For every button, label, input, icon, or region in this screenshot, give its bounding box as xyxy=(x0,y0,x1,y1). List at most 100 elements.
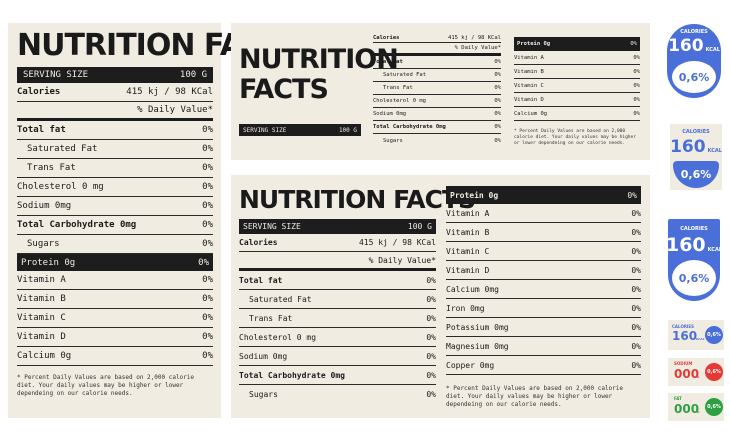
serving-size-value: 100 G xyxy=(179,70,207,80)
nutrient-column: Calories 415 kj / 98 KCal % Daily Value* … xyxy=(373,33,501,147)
calories-value: 415 kj / 98 KCal xyxy=(126,87,213,97)
nutrient-list: Total fat 0% Saturated Fat 0% Trans Fat 0% … xyxy=(17,121,213,254)
nutrition-label-2: NUTRITION FACTS SERVING SIZE 100 G Calor… xyxy=(231,23,650,160)
label-title-line2: FACTS xyxy=(239,74,329,105)
vitamin-column: Protein 0g 0% Vitamin A 0% Vitamin B 0% Vit… xyxy=(514,37,640,147)
mini-value: 160 xyxy=(672,329,698,343)
serving-size-label: SERVING SIZE xyxy=(23,70,89,80)
list-item: Total Carbohydrate 0mg 0% xyxy=(17,216,213,235)
list-item: Calcium 0mg 0% xyxy=(446,280,641,299)
footnote: * Percent Daily Values are based on 2,00… xyxy=(446,385,624,408)
list-item: Saturated Fat 0% xyxy=(373,69,501,82)
badge-unit: KCAL xyxy=(707,148,722,154)
protein-bar: Protein 0g 0% xyxy=(514,37,640,51)
list-item: Cholesterol 0 mg 0% xyxy=(17,178,213,197)
daily-value-row: % Daily Value* xyxy=(17,102,213,121)
daily-value-header: % Daily Value* xyxy=(137,105,213,115)
mini-value: 000 xyxy=(674,367,700,381)
list-item: Vitamin D 0% xyxy=(446,261,641,280)
serving-size-bar: SERVING SIZE 100 G xyxy=(239,124,361,136)
mini-badge-fat: FAT 000 G 0,6% xyxy=(668,393,724,421)
list-item: Total fat 0% xyxy=(239,271,436,290)
badge-label: CALORIES xyxy=(682,129,710,135)
nutrition-label-1: NUTRITION FACTS SERVING SIZE 100 G Calor… xyxy=(8,23,304,418)
protein-bar: Protein 0g 0% xyxy=(446,186,641,204)
list-item: Vitamin A 0% xyxy=(446,204,641,223)
list-item: Iron 0mg 0% xyxy=(446,299,641,318)
daily-value-row: % Daily Value* xyxy=(239,252,436,271)
list-item: Trans Fat 0% xyxy=(373,82,501,95)
footnote: * Percent Daily Values are based on 2,00… xyxy=(514,129,636,146)
serving-size-label: SERVING SIZE xyxy=(243,126,287,134)
badge-value-group: 160 KCAL xyxy=(666,234,722,256)
mini-percent: 0,6% xyxy=(705,326,723,344)
mini-percent: 0,6% xyxy=(705,398,723,416)
badge-unit: KCAL xyxy=(707,247,723,253)
list-item: Total fat 0% xyxy=(17,121,213,140)
mini-badge-sodium: SODIUM 000 G 0,6% xyxy=(668,358,724,386)
list-item: Cholesterol 0 mg 0% xyxy=(373,95,501,108)
label-title: NUTRITION FACTS xyxy=(239,44,399,105)
label-title: NUTRITION FACTS xyxy=(239,185,476,214)
calorie-badge-tab: CALORIES 160 KCAL 0,6% xyxy=(666,219,722,301)
right-column: Protein 0g 0% Vitamin A 0% Vitamin B 0% Vit… xyxy=(446,186,641,409)
badge-percent-shape: 0,6% xyxy=(673,161,719,188)
list-item: Vitamin B 0% xyxy=(17,290,213,309)
list-item: Sugars 0% xyxy=(17,235,213,254)
badge-value: 160 xyxy=(670,137,706,157)
serving-size-bar: SERVING SIZE 100 G xyxy=(17,67,213,83)
label-title: NUTRITION FACTS xyxy=(17,28,304,63)
mini-value: 000 xyxy=(674,402,700,416)
calories-label: Calories xyxy=(17,87,61,97)
protein-label: Protein 0g xyxy=(21,257,76,268)
list-item: Potassium 0mg 0% xyxy=(446,318,641,337)
badge-percent-circle: 0,6% xyxy=(672,260,716,296)
calories-row: Calories 415 kj / 98 KCal xyxy=(373,33,501,43)
list-item: Total fat 0% xyxy=(373,56,501,69)
badge-label: CALORIES xyxy=(680,29,708,35)
list-item: Saturated Fat 0% xyxy=(239,290,436,309)
list-item: Cholesterol 0 mg 0% xyxy=(239,328,436,347)
list-item: Vitamin C 0% xyxy=(17,309,213,328)
badge-value: 160 xyxy=(668,36,704,56)
mini-label: FAT xyxy=(674,396,682,401)
list-item: Trans Fat 0% xyxy=(239,309,436,328)
list-item: Magnesium 0mg 0% xyxy=(446,337,641,356)
calories-row: Calories 415 kj / 98 KCal xyxy=(17,83,213,102)
list-item: Total Carbohydrate 0mg 0% xyxy=(239,366,436,385)
badge-unit: KCAL xyxy=(705,47,720,53)
calories-row: Calories 415 kj / 98 KCal xyxy=(239,234,436,252)
list-item: Sugars 0% xyxy=(249,390,436,399)
mini-unit: KCAL xyxy=(696,337,705,341)
mini-unit: G xyxy=(697,410,700,414)
list-item: Sodium 0mg 0% xyxy=(17,197,213,216)
list-item: Calcium 0g 0% xyxy=(17,347,213,366)
list-item: Vitamin D 0% xyxy=(17,328,213,347)
list-item: Vitamin C 0% xyxy=(446,242,641,261)
nutrition-label-3: NUTRITION FACTS SERVING SIZE 100 G Calori… xyxy=(231,175,650,418)
badge-percent-circle: 0,6% xyxy=(672,61,716,93)
list-item: Total Carbohydrate 0mg 0% xyxy=(373,121,501,134)
list-item: Saturated Fat 0% xyxy=(17,140,213,159)
mini-badge-calories: CALORIES 160 KCAL 0,6% xyxy=(668,320,724,350)
serving-size-value: 100 G xyxy=(338,126,357,134)
daily-value-row: % Daily Value* xyxy=(373,43,501,56)
mini-percent: 0,6% xyxy=(705,363,723,381)
list-item: Sodium 0mg 0% xyxy=(239,347,436,366)
left-column: NUTRITION FACTS SERVING SIZE 100 G Calori… xyxy=(239,183,476,404)
label-title-line1: NUTRITION xyxy=(239,44,399,75)
list-item: Vitamin A 0% xyxy=(514,51,640,65)
list-item: Vitamin A 0% xyxy=(17,271,213,290)
mini-label: SODIUM xyxy=(674,361,693,366)
badge-label: CALORIES xyxy=(680,226,708,232)
badge-value-group: 160 KCAL xyxy=(670,137,722,157)
list-item: Vitamin B 0% xyxy=(446,223,641,242)
calorie-badge-circle: CALORIES 160 KCAL 0,6% xyxy=(667,24,721,98)
protein-bar: Protein 0g 0% xyxy=(17,254,213,271)
list-item: Vitamin D 0% xyxy=(514,93,640,107)
list-item: Trans Fat 0% xyxy=(17,159,213,178)
badge-value: 160 xyxy=(665,234,706,256)
mini-unit: G xyxy=(697,375,700,379)
list-item: Calcium 0g 0% xyxy=(514,107,640,121)
list-item: Sodium 0mg 0% xyxy=(373,108,501,121)
